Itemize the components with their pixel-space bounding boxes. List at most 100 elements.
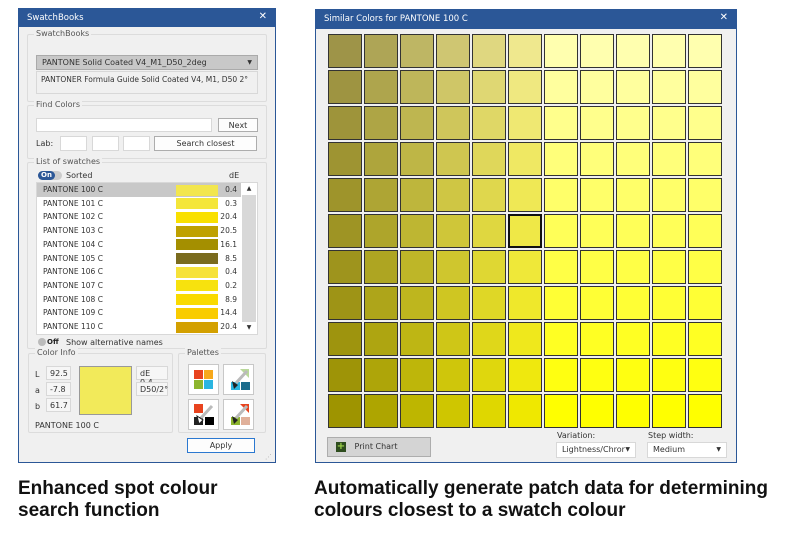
swatch-list-item[interactable]: PANTONE 108 C 8.9: [37, 293, 241, 307]
color-patch[interactable]: [688, 322, 722, 356]
color-patch[interactable]: [508, 322, 542, 356]
color-patch[interactable]: [544, 394, 578, 428]
color-patch[interactable]: [580, 178, 614, 212]
lab-l-input[interactable]: [60, 136, 87, 151]
color-patch[interactable]: [328, 214, 362, 248]
print-chart-button[interactable]: + Print Chart: [327, 437, 431, 457]
color-patch[interactable]: [508, 34, 542, 68]
color-patch[interactable]: [544, 322, 578, 356]
scroll-up-icon[interactable]: ▲: [242, 183, 256, 195]
close-icon[interactable]: ✕: [258, 11, 267, 22]
color-patch[interactable]: [364, 178, 398, 212]
color-patch[interactable]: [364, 70, 398, 104]
color-patch[interactable]: [508, 394, 542, 428]
color-patch[interactable]: [400, 358, 434, 392]
color-patch[interactable]: [364, 322, 398, 356]
color-patch[interactable]: [688, 106, 722, 140]
palette-brush-green-icon[interactable]: [223, 399, 254, 430]
color-patch[interactable]: [616, 106, 650, 140]
color-patch[interactable]: [436, 286, 470, 320]
color-patch[interactable]: [400, 250, 434, 284]
color-patch[interactable]: [652, 322, 686, 356]
swatch-list-item[interactable]: PANTONE 106 C 0.4: [37, 265, 241, 279]
color-patch[interactable]: [544, 34, 578, 68]
color-patch[interactable]: [328, 70, 362, 104]
color-patch[interactable]: [400, 70, 434, 104]
color-patch[interactable]: [436, 106, 470, 140]
color-patch[interactable]: [472, 394, 506, 428]
scrollbar[interactable]: ▲ ▼: [242, 183, 256, 334]
close-icon[interactable]: ✕: [719, 12, 728, 23]
swatch-list-item[interactable]: PANTONE 109 C 14.4: [37, 306, 241, 320]
color-patch[interactable]: [400, 286, 434, 320]
color-patch[interactable]: [616, 322, 650, 356]
palette-grid-icon[interactable]: [188, 364, 219, 395]
color-patch[interactable]: [364, 250, 398, 284]
color-patch[interactable]: [652, 286, 686, 320]
color-patch[interactable]: [688, 70, 722, 104]
color-patch[interactable]: [400, 142, 434, 176]
color-patch[interactable]: [652, 34, 686, 68]
color-patch[interactable]: [472, 70, 506, 104]
color-patch[interactable]: [544, 106, 578, 140]
color-patch[interactable]: [688, 142, 722, 176]
swatch-list-item[interactable]: PANTONE 103 C 20.5: [37, 224, 241, 238]
swatch-list[interactable]: ▲ ▼ PANTONE 100 C 0.4 PANTONE 101 C 0.3 PANT…: [36, 182, 258, 335]
color-patch[interactable]: [508, 250, 542, 284]
color-patch[interactable]: [616, 214, 650, 248]
color-patch[interactable]: [472, 358, 506, 392]
color-patch[interactable]: [472, 34, 506, 68]
palette-brush-cyan-icon[interactable]: [223, 364, 254, 395]
color-patch[interactable]: [652, 358, 686, 392]
color-patch[interactable]: [544, 358, 578, 392]
swatch-list-item[interactable]: PANTONE 104 C 16.1: [37, 238, 241, 252]
color-patch[interactable]: [436, 250, 470, 284]
step-width-select[interactable]: Medium ▼: [647, 442, 727, 458]
color-patch[interactable]: [616, 70, 650, 104]
color-patch[interactable]: [580, 106, 614, 140]
swatchbook-select[interactable]: PANTONE Solid Coated V4_M1_D50_2deg ▼: [36, 55, 258, 70]
color-patch[interactable]: [436, 70, 470, 104]
color-patch[interactable]: [580, 286, 614, 320]
scroll-down-icon[interactable]: ▼: [242, 322, 256, 334]
color-patch[interactable]: [508, 178, 542, 212]
color-patch[interactable]: [328, 178, 362, 212]
search-closest-button[interactable]: Search closest: [154, 136, 257, 151]
color-patch[interactable]: [688, 34, 722, 68]
variation-select[interactable]: Lightness/Chror ▼: [556, 442, 636, 458]
color-patch[interactable]: [508, 70, 542, 104]
find-input[interactable]: [36, 118, 212, 132]
color-patch[interactable]: [544, 286, 578, 320]
color-patch[interactable]: [328, 358, 362, 392]
color-patch[interactable]: [400, 34, 434, 68]
color-patch[interactable]: [472, 214, 506, 248]
color-patch[interactable]: [580, 322, 614, 356]
color-patch[interactable]: [652, 178, 686, 212]
color-patch[interactable]: [580, 34, 614, 68]
color-patch[interactable]: [364, 286, 398, 320]
color-patch[interactable]: [508, 286, 542, 320]
color-patch[interactable]: [688, 178, 722, 212]
color-patch[interactable]: [436, 142, 470, 176]
sorted-toggle[interactable]: On: [38, 171, 62, 180]
color-patch[interactable]: [544, 70, 578, 104]
color-patch[interactable]: [652, 250, 686, 284]
color-patch[interactable]: [616, 178, 650, 212]
color-patch[interactable]: [328, 322, 362, 356]
lab-a-input[interactable]: [92, 136, 119, 151]
color-patch[interactable]: [616, 394, 650, 428]
alt-names-toggle[interactable]: Off: [38, 338, 62, 347]
color-patch[interactable]: [688, 394, 722, 428]
apply-button[interactable]: Apply: [187, 438, 255, 453]
lab-b-input[interactable]: [123, 136, 150, 151]
color-patch[interactable]: [436, 214, 470, 248]
color-patch[interactable]: [616, 34, 650, 68]
color-patch[interactable]: [400, 106, 434, 140]
color-patch[interactable]: [652, 106, 686, 140]
color-patch[interactable]: [472, 142, 506, 176]
color-patch[interactable]: [436, 358, 470, 392]
color-patch[interactable]: [472, 286, 506, 320]
swatch-list-item[interactable]: PANTONE 107 C 0.2: [37, 279, 241, 293]
color-patch[interactable]: [580, 70, 614, 104]
next-button[interactable]: Next: [218, 118, 258, 132]
